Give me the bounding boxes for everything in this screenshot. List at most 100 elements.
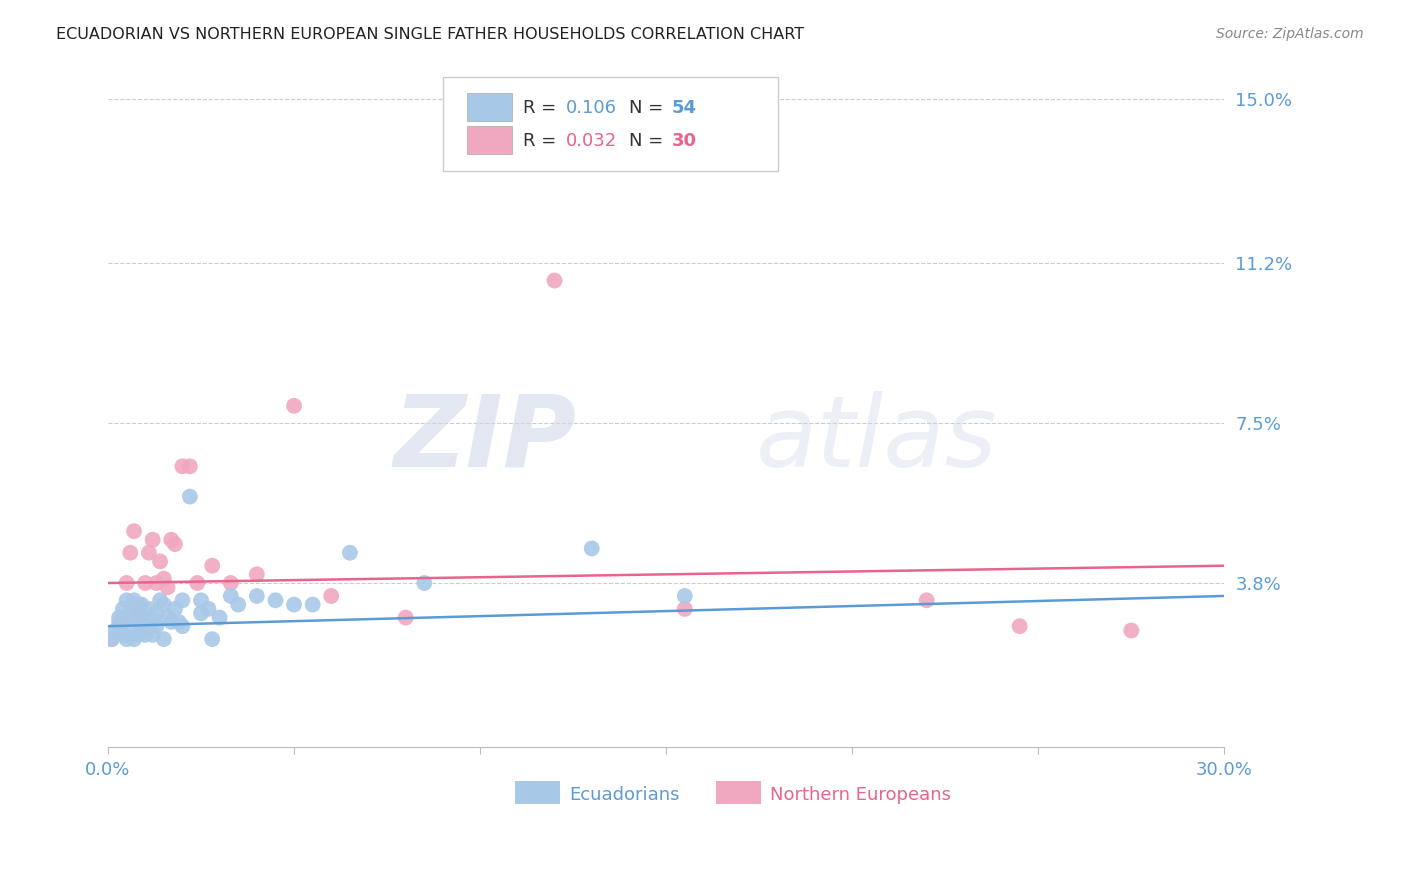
Point [1008,619,1031,633]
Point [108,619,131,633]
Point [201,558,224,573]
Point [208,610,231,624]
Point [131,624,153,638]
Point [108,615,131,629]
Point [339,546,361,560]
Text: N =: N = [630,99,669,117]
FancyBboxPatch shape [443,78,778,171]
Point [142,533,165,547]
Text: 0.106: 0.106 [565,99,617,117]
Point [673,602,696,616]
Point [1121,624,1143,638]
Text: ZIP: ZIP [394,391,576,488]
Point [115,632,138,647]
Text: Northern Europeans: Northern Europeans [770,787,950,805]
Point [321,589,343,603]
Point [131,610,153,624]
Point [172,619,194,633]
Point [111,615,134,629]
Point [153,632,176,647]
Point [413,576,436,591]
Point [219,589,242,603]
Point [673,589,696,603]
Text: 0.032: 0.032 [565,132,617,151]
Text: atlas: atlas [755,391,997,488]
Point [153,598,176,612]
Point [134,628,156,642]
Point [156,610,179,624]
Point [172,459,194,474]
Point [115,576,138,591]
FancyBboxPatch shape [717,780,761,804]
Point [127,598,149,612]
Point [149,554,172,568]
Point [283,598,305,612]
Text: Source: ZipAtlas.com: Source: ZipAtlas.com [1216,27,1364,41]
Point [100,632,122,647]
Point [160,615,183,629]
Point [190,606,212,620]
Point [915,593,938,607]
Text: ECUADORIAN VS NORTHERN EUROPEAN SINGLE FATHER HOUSEHOLDS CORRELATION CHART: ECUADORIAN VS NORTHERN EUROPEAN SINGLE F… [56,27,804,42]
Point [172,593,194,607]
Point [122,593,145,607]
Point [264,593,287,607]
Text: R =: R = [523,132,562,151]
Text: 54: 54 [672,99,697,117]
FancyBboxPatch shape [516,780,560,804]
Point [219,576,242,591]
Point [145,606,167,620]
Point [163,537,186,551]
Point [111,628,134,642]
Point [122,610,145,624]
Point [179,490,201,504]
Point [179,459,201,474]
Point [115,610,138,624]
Point [246,589,269,603]
Point [163,602,186,616]
Point [120,606,142,620]
Point [120,624,142,638]
Point [167,615,190,629]
Point [138,546,160,560]
Point [104,624,127,638]
Point [581,541,603,556]
Point [301,598,323,612]
Point [138,619,160,633]
Point [134,610,156,624]
Text: N =: N = [630,132,669,151]
Point [100,632,122,647]
Point [127,602,149,616]
Point [134,576,156,591]
Point [142,610,165,624]
Point [142,628,165,642]
Point [122,524,145,538]
Point [127,628,149,642]
Point [120,546,142,560]
Point [145,576,167,591]
Point [145,619,167,633]
Text: R =: R = [523,99,562,117]
Point [283,399,305,413]
Point [138,602,160,616]
Text: 30: 30 [672,132,697,151]
Point [246,567,269,582]
FancyBboxPatch shape [467,127,512,154]
Point [190,593,212,607]
Point [395,610,418,624]
Point [153,572,176,586]
Point [156,580,179,594]
Point [122,632,145,647]
Point [108,610,131,624]
Point [149,593,172,607]
Point [226,598,249,612]
Point [127,610,149,624]
Point [131,615,153,629]
Text: Ecuadorians: Ecuadorians [569,787,679,805]
FancyBboxPatch shape [467,93,512,121]
Point [111,602,134,616]
Point [543,273,565,287]
Point [160,533,183,547]
Point [197,602,219,616]
Point [201,632,224,647]
